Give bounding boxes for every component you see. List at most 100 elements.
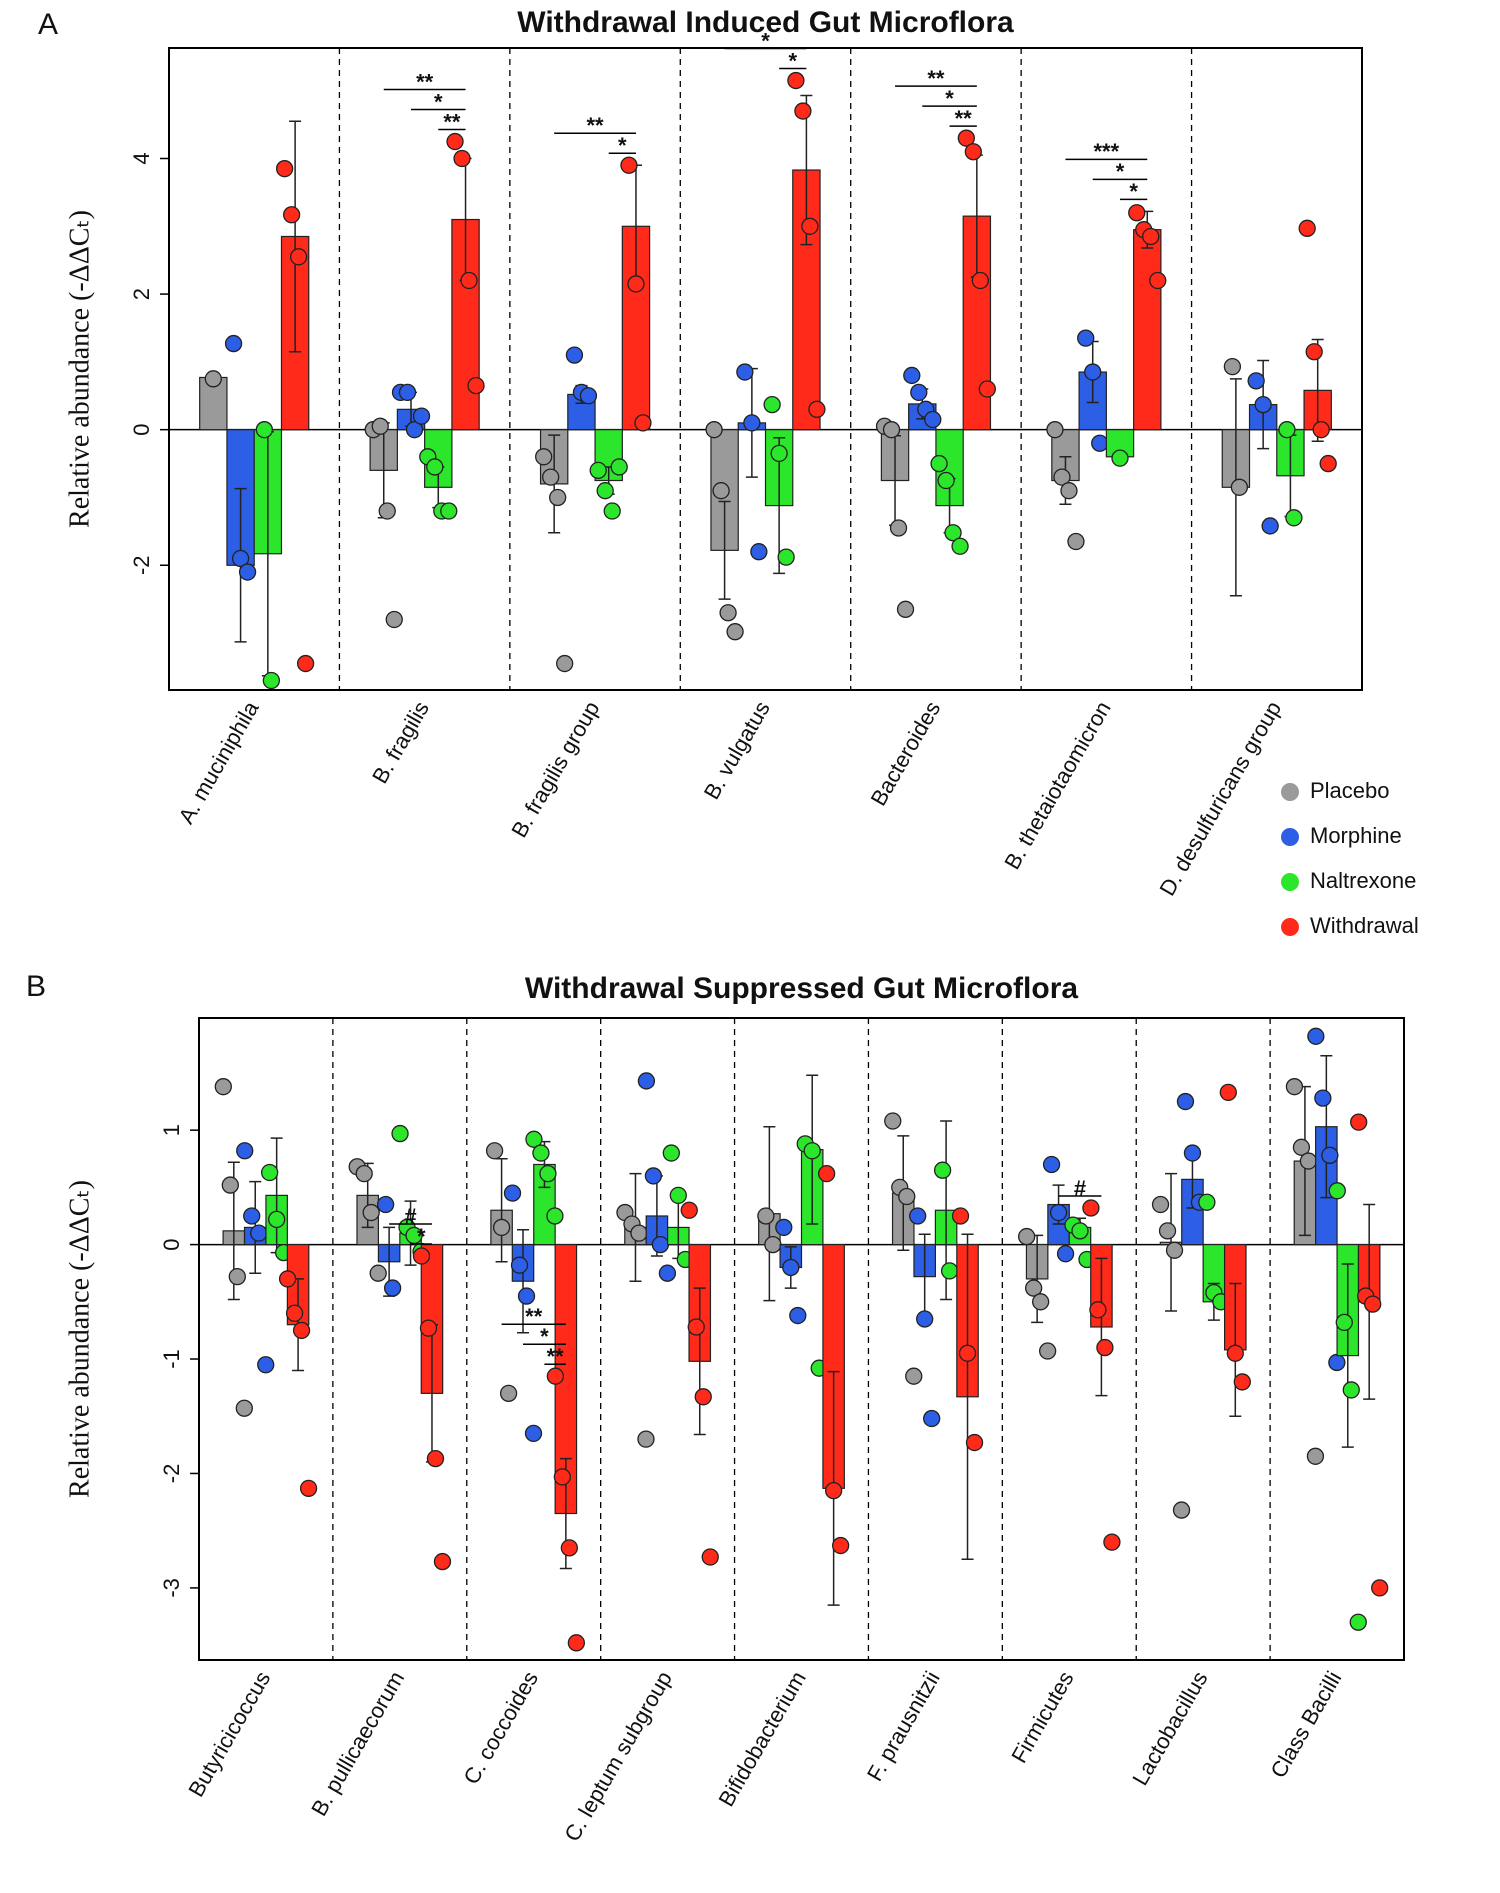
data-point (524, 1424, 543, 1443)
data-point (1349, 1613, 1367, 1631)
data-point (278, 1270, 297, 1288)
data-point (419, 1319, 438, 1337)
significance-label: *** (1094, 139, 1120, 164)
data-point (355, 1164, 373, 1183)
x-tick-label: B. vulgatus (699, 697, 775, 804)
plot-frame (198, 1017, 1405, 1661)
data-point (231, 549, 250, 568)
data-point (446, 132, 464, 151)
data-point (440, 502, 458, 520)
data-point (1254, 395, 1272, 414)
data-point (1042, 1155, 1061, 1174)
data-point (1298, 219, 1316, 237)
data-point (651, 1235, 670, 1254)
data-point (978, 380, 996, 398)
panel-label: A (38, 8, 58, 41)
significance-label: * (417, 1224, 426, 1249)
data-point (1077, 329, 1095, 347)
data-point (362, 1203, 380, 1222)
data-point (589, 461, 607, 480)
data-point (965, 1433, 984, 1452)
significance-label: * (1116, 159, 1125, 184)
data-point (567, 1634, 586, 1652)
data-point (1223, 357, 1242, 376)
data-point (1082, 1199, 1100, 1217)
data-point (603, 502, 621, 520)
data-point (299, 1479, 318, 1497)
data-point (719, 604, 737, 622)
data-point (905, 1367, 923, 1385)
data-point (634, 414, 652, 432)
data-point (369, 1264, 387, 1282)
y-axis-label: Relative abundance (-ΔΔCₜ) (64, 1180, 95, 1498)
data-point (250, 1224, 268, 1242)
y-tick-label: 2 (129, 288, 154, 300)
data-point (896, 600, 915, 618)
data-point (546, 1207, 564, 1225)
data-point (204, 370, 222, 388)
significance-label: # (404, 1204, 416, 1229)
data-point (910, 383, 928, 402)
data-point (1261, 517, 1279, 535)
data-point (620, 156, 638, 174)
data-point (916, 1310, 934, 1328)
data-point (289, 248, 308, 266)
y-tick-label: -1 (159, 1349, 184, 1369)
data-point (610, 458, 628, 476)
data-point (1342, 1381, 1360, 1399)
error-bar (1341, 1263, 1354, 1448)
chart-title: Withdrawal Induced Gut Microflora (517, 6, 1014, 39)
data-point (565, 346, 584, 364)
data-point (1046, 421, 1064, 439)
significance-label: * (945, 86, 954, 111)
data-point (1219, 1083, 1237, 1102)
significance-label: ** (587, 113, 605, 138)
legend-label: Morphine (1310, 823, 1402, 848)
data-point (378, 502, 396, 520)
data-point (535, 448, 553, 466)
data-point (1233, 1373, 1251, 1391)
data-point (262, 671, 280, 690)
data-point (903, 366, 921, 385)
data-point (1247, 372, 1265, 390)
data-point (556, 654, 574, 673)
data-point (1371, 1579, 1389, 1597)
x-tick-label: Lactobacillus (1127, 1667, 1212, 1790)
data-point (383, 1279, 402, 1297)
data-point (1089, 1301, 1107, 1319)
data-point (964, 143, 982, 161)
data-point (243, 1207, 261, 1225)
data-point (238, 563, 257, 581)
data-point (517, 1287, 536, 1305)
error-bar (1165, 1172, 1178, 1312)
x-tick-label: Bacteroides (866, 697, 946, 810)
data-point (1335, 1313, 1353, 1332)
data-point (743, 414, 761, 432)
data-point (1328, 1182, 1346, 1200)
data-point (1049, 1203, 1068, 1222)
data-point (824, 1481, 843, 1500)
data-point (1060, 482, 1078, 500)
error-bar (718, 500, 731, 600)
data-point (371, 417, 389, 435)
data-point (412, 1247, 431, 1265)
x-tick-label: B. thetaiotaomicron (999, 697, 1115, 874)
data-point (553, 1468, 572, 1486)
data-point (549, 488, 567, 507)
data-point (817, 1164, 836, 1183)
data-point (957, 129, 975, 147)
data-point (1024, 1279, 1043, 1297)
y-tick-label: 4 (129, 152, 154, 164)
error-bar (517, 1228, 530, 1334)
error-bar (289, 120, 302, 353)
legend-marker (1281, 873, 1299, 891)
data-point (292, 1321, 311, 1340)
data-point (1067, 532, 1085, 551)
data-point (680, 1201, 698, 1219)
data-point (1230, 478, 1249, 496)
data-point (1299, 1152, 1318, 1170)
data-point (701, 1548, 719, 1566)
data-point (433, 1552, 452, 1571)
data-point (801, 217, 819, 235)
data-point (923, 1409, 941, 1428)
